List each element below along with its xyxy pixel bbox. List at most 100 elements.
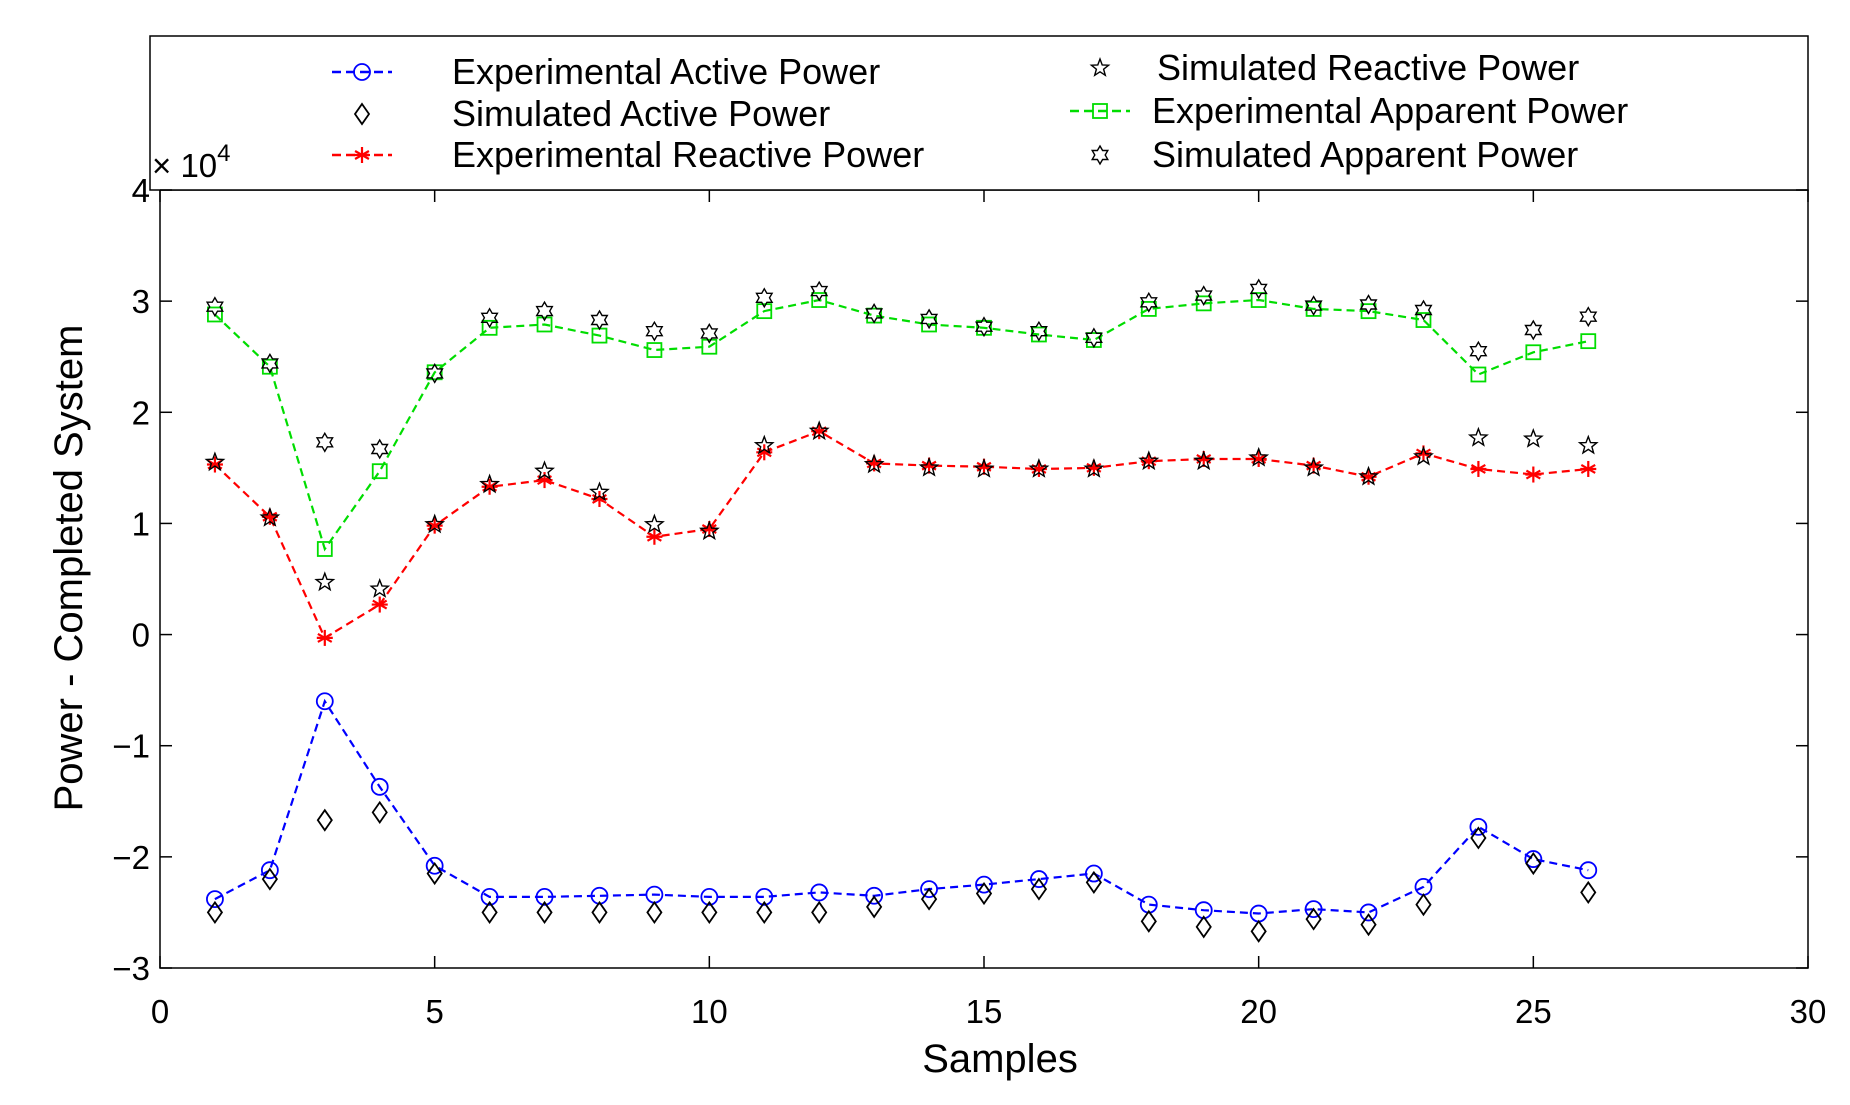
data-point-simulated-reactive-power xyxy=(314,571,336,592)
data-point-simulated-reactive-power xyxy=(259,506,281,527)
data-point-simulated-active-power xyxy=(1195,915,1212,939)
data-point-simulated-reactive-power xyxy=(1522,428,1544,448)
data-point-simulated-reactive-power xyxy=(204,451,226,472)
data-point-simulated-reactive-power xyxy=(1467,426,1489,447)
data-point-experimental-apparent-power xyxy=(1140,301,1157,317)
x-tick-label: 15 xyxy=(966,993,1003,1030)
x-axis-title: Samples xyxy=(922,1037,1078,1081)
data-point-experimental-active-power xyxy=(1304,900,1323,918)
x-tick-label: 25 xyxy=(1515,993,1552,1030)
data-point-experimental-active-power xyxy=(425,856,444,875)
data-point-experimental-active-power xyxy=(1359,903,1378,922)
y-tick-label: −1 xyxy=(112,728,150,765)
data-point-simulated-apparent-power xyxy=(205,296,224,318)
data-point-experimental-active-power xyxy=(1469,817,1488,836)
data-point-simulated-apparent-power xyxy=(1084,327,1103,349)
data-point-simulated-active-power xyxy=(1085,870,1102,894)
data-point-simulated-active-power xyxy=(920,887,938,911)
legend-entry-experimental-reactive-power: Experimental Reactive Power xyxy=(332,134,924,175)
y-axis-exponent: × 104 xyxy=(152,140,231,184)
data-point-simulated-reactive-power xyxy=(1577,434,1599,455)
data-point-simulated-active-power xyxy=(371,800,388,824)
legend-label-experimental-active-power: Experimental Active Power xyxy=(452,51,880,92)
data-point-simulated-active-power xyxy=(646,900,663,924)
y-axis-title: Power - Completed System xyxy=(47,325,91,812)
data-point-experimental-apparent-power xyxy=(1525,344,1542,361)
data-point-simulated-active-power xyxy=(811,900,828,924)
data-point-simulated-active-power xyxy=(1580,880,1597,904)
legend-entry-experimental-active-power: Experimental Active Power xyxy=(332,51,880,92)
data-point-experimental-apparent-power xyxy=(371,463,388,480)
data-point-simulated-apparent-power xyxy=(1304,295,1323,316)
data-point-experimental-apparent-power xyxy=(646,342,663,358)
data-point-simulated-apparent-power xyxy=(260,353,279,374)
data-point-simulated-reactive-power xyxy=(1248,446,1270,467)
data-point-simulated-active-power xyxy=(481,900,498,924)
data-point-simulated-reactive-power xyxy=(589,481,610,502)
data-point-simulated-active-power xyxy=(1415,893,1432,917)
data-point-simulated-apparent-power xyxy=(865,303,884,324)
legend-entry-experimental-apparent-power: Experimental Apparent Power xyxy=(1070,90,1628,131)
y-tick-label: 0 xyxy=(132,617,150,654)
data-point-simulated-apparent-power xyxy=(810,280,829,302)
data-point-simulated-apparent-power xyxy=(1414,299,1433,321)
series-simulated-apparent-power xyxy=(205,278,1598,460)
data-point-simulated-apparent-power xyxy=(1249,278,1268,300)
legend-marker-simulated-reactive-power xyxy=(1089,56,1111,77)
data-point-simulated-apparent-power xyxy=(645,320,664,342)
y-exponent-base: × 10 xyxy=(152,147,217,184)
series-simulated-reactive-power xyxy=(204,420,1599,598)
data-point-simulated-active-power xyxy=(1030,877,1048,901)
y-tick-label: −3 xyxy=(112,950,150,987)
data-point-simulated-reactive-power xyxy=(1303,456,1325,477)
data-point-experimental-active-power xyxy=(370,777,389,796)
data-point-simulated-active-power xyxy=(1525,851,1542,876)
legend-label-experimental-reactive-power: Experimental Reactive Power xyxy=(452,134,924,175)
data-point-simulated-reactive-power xyxy=(1138,450,1160,471)
data-point-experimental-active-power xyxy=(1084,864,1103,883)
data-point-simulated-apparent-power xyxy=(1359,294,1378,315)
data-point-simulated-reactive-power xyxy=(918,456,940,477)
data-point-experimental-apparent-power xyxy=(536,316,553,333)
data-point-simulated-reactive-power xyxy=(1412,445,1434,466)
data-point-experimental-reactive-power xyxy=(646,528,663,545)
legend-marker-simulated-apparent-power xyxy=(1090,144,1110,166)
data-point-experimental-active-power xyxy=(920,880,938,898)
data-point-simulated-apparent-power xyxy=(425,363,444,384)
y-tick-label: 1 xyxy=(132,505,150,542)
data-point-experimental-apparent-power xyxy=(1360,303,1377,320)
data-point-experimental-reactive-power xyxy=(1525,466,1542,483)
data-point-experimental-reactive-power xyxy=(1470,460,1487,477)
data-point-simulated-apparent-power xyxy=(1579,306,1598,328)
data-point-simulated-active-power xyxy=(206,900,224,924)
y-tick-label: −2 xyxy=(112,839,150,876)
legend-label-simulated-active-power: Simulated Active Power xyxy=(452,93,830,134)
data-point-experimental-active-power xyxy=(535,887,554,906)
data-point-simulated-active-power xyxy=(316,808,333,832)
data-point-simulated-active-power xyxy=(1250,919,1267,943)
data-point-experimental-reactive-power xyxy=(371,596,388,613)
y-tick-label: 2 xyxy=(132,394,150,431)
data-point-simulated-apparent-power xyxy=(1469,340,1488,362)
legend-marker-experimental-reactive-power xyxy=(354,147,370,163)
legend-label-simulated-reactive-power: Simulated Reactive Power xyxy=(1157,47,1579,88)
data-point-simulated-active-power xyxy=(701,900,718,924)
y-tick-label: 3 xyxy=(132,283,150,320)
data-point-simulated-apparent-power xyxy=(1139,291,1158,313)
data-point-simulated-apparent-power xyxy=(590,309,609,331)
data-point-simulated-apparent-power xyxy=(974,316,994,338)
data-point-simulated-apparent-power xyxy=(370,438,389,460)
legend-entry-simulated-reactive-power: Simulated Reactive Power xyxy=(1089,47,1579,88)
data-point-simulated-apparent-power xyxy=(315,431,334,453)
data-point-simulated-reactive-power xyxy=(1083,458,1105,478)
data-point-experimental-active-power xyxy=(700,887,719,906)
data-point-experimental-apparent-power xyxy=(481,319,498,336)
data-point-experimental-apparent-power xyxy=(756,303,773,320)
data-point-simulated-apparent-power xyxy=(535,300,554,322)
series-experimental-apparent-power xyxy=(207,292,1597,557)
data-point-experimental-apparent-power xyxy=(1415,312,1432,328)
x-tick-label: 20 xyxy=(1240,993,1277,1030)
data-point-simulated-reactive-power xyxy=(973,457,995,478)
legend-marker-experimental-apparent-power xyxy=(1092,103,1108,119)
